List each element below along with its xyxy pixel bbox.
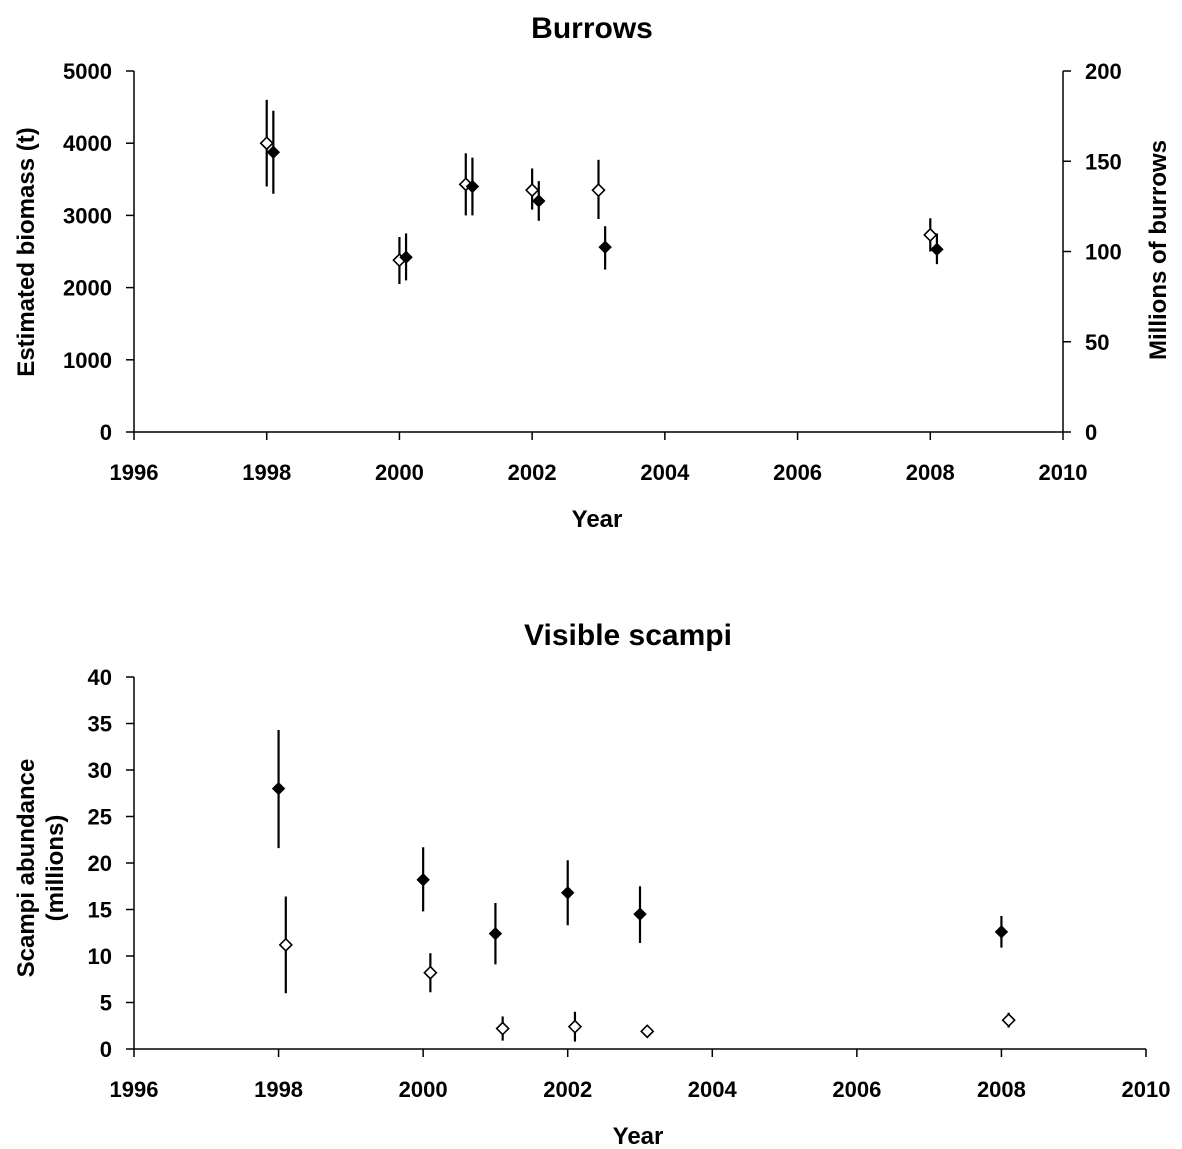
open-diamond-point xyxy=(1001,1013,1016,1028)
open-diamond-point xyxy=(495,1021,510,1036)
y2-tick-label: 100 xyxy=(1085,240,1122,265)
open-diamond-point xyxy=(640,1024,655,1039)
scampi-panel: Visible scampi Year 1996 1998 2000 2002 2004… xyxy=(13,619,1170,1149)
y2-axis-label: Millions of burrows xyxy=(1145,140,1172,360)
x-tick-label: 2000 xyxy=(375,460,424,485)
y-tick-label: 4000 xyxy=(63,131,112,156)
filled-diamond-point xyxy=(266,145,281,159)
y-tick-label: 5000 xyxy=(63,59,112,84)
x-tick-label: 2008 xyxy=(906,460,955,485)
filled-diamond-point xyxy=(465,179,480,194)
x-tick-label: 2010 xyxy=(1039,460,1088,485)
chart-title: Burrows xyxy=(531,12,653,45)
filled-diamond-point xyxy=(399,250,413,264)
filled-diamond-point xyxy=(633,907,647,921)
x-tick-label: 2000 xyxy=(399,1077,448,1102)
y-tick-label: 10 xyxy=(88,944,112,969)
x-tick-label: 2004 xyxy=(640,460,690,485)
filled-diamond-point xyxy=(416,873,430,887)
open-diamond-point xyxy=(259,136,274,151)
x-tick-label: 1996 xyxy=(110,460,159,485)
y-tick-label: 3000 xyxy=(63,203,112,228)
open-diamond-point xyxy=(423,965,438,980)
open-diamond-point xyxy=(923,227,938,243)
y-axis-label: Scampi abundance(millions) xyxy=(13,759,69,978)
y2-tick-label: 200 xyxy=(1085,59,1122,84)
open-diamond-point xyxy=(591,182,606,198)
burrows-marks: 1996 1998 2000 2002 2004 2006 2008 201001000200… xyxy=(63,59,1122,485)
y-tick-label: 5 xyxy=(100,991,112,1016)
filled-diamond-point xyxy=(598,240,612,254)
y2-tick-label: 150 xyxy=(1085,149,1122,174)
x-tick-label: 2002 xyxy=(543,1077,592,1102)
y-tick-label: 0 xyxy=(100,1037,112,1062)
y-axis-label: Estimated biomass (t) xyxy=(13,127,40,376)
open-diamond-point xyxy=(567,1019,583,1034)
x-tick-label: 1996 xyxy=(110,1077,159,1102)
y-tick-label: 30 xyxy=(88,758,112,783)
filled-diamond-point xyxy=(930,242,944,257)
open-diamond-point xyxy=(278,937,293,952)
y-tick-label: 2000 xyxy=(63,276,112,301)
open-diamond-point xyxy=(525,182,540,198)
x-tick-label: 2006 xyxy=(773,460,822,485)
burrows-panel: Burrows Year Estimated biomass (t) Milli… xyxy=(13,12,1172,533)
y-tick-label: 15 xyxy=(88,898,112,923)
y-tick-label: 40 xyxy=(88,665,112,690)
filled-diamond-point xyxy=(488,926,503,941)
y-tick-label: 35 xyxy=(88,712,112,737)
x-tick-label: 1998 xyxy=(242,460,291,485)
x-tick-label: 2010 xyxy=(1122,1077,1171,1102)
x-tick-label: 2004 xyxy=(688,1077,738,1102)
y-tick-label: 1000 xyxy=(63,348,112,373)
x-axis-label: Year xyxy=(613,1123,664,1149)
x-tick-label: 2006 xyxy=(832,1077,881,1102)
x-axis-label: Year xyxy=(572,506,623,533)
x-tick-label: 1998 xyxy=(254,1077,303,1102)
scampi-marks: 1996 1998 2000 2002 2004 2006 2008 2010 0 5 10 15 20… xyxy=(88,665,1171,1102)
y-tick-label: 25 xyxy=(88,805,112,830)
x-tick-label: 2002 xyxy=(508,460,557,485)
filled-diamond-point xyxy=(994,925,1009,939)
x-tick-label: 2008 xyxy=(977,1077,1026,1102)
filled-diamond-point xyxy=(532,194,546,208)
filled-diamond-point xyxy=(561,886,575,900)
y2-tick-label: 0 xyxy=(1085,420,1097,445)
chart-title: Visible scampi xyxy=(524,619,732,652)
y-tick-label: 20 xyxy=(88,851,112,876)
filled-diamond-point xyxy=(271,781,286,796)
y-tick-label: 0 xyxy=(100,420,112,445)
y2-tick-label: 50 xyxy=(1085,330,1109,355)
